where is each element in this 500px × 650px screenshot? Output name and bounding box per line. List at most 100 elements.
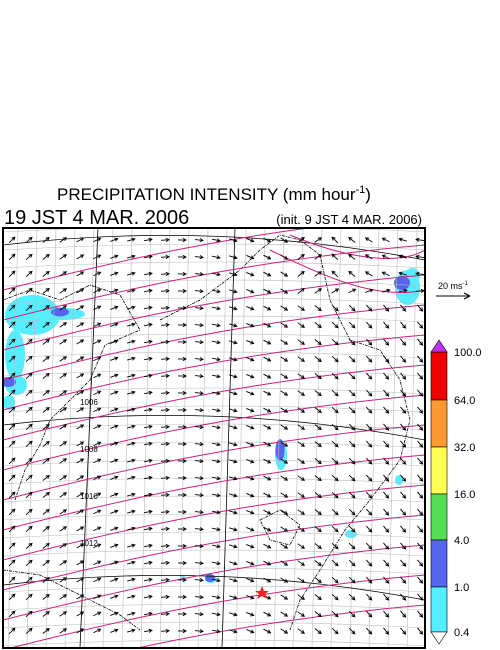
wind-arrow xyxy=(365,593,373,601)
wind-arrow xyxy=(160,390,170,395)
wind-arrow xyxy=(160,237,170,242)
wind-arrow xyxy=(417,304,424,312)
wind-arrow xyxy=(93,611,102,617)
isobar xyxy=(3,514,425,591)
wind-arrow xyxy=(42,440,50,447)
grid-lat xyxy=(3,243,425,251)
wind-arrow xyxy=(93,526,102,532)
wind-arrow xyxy=(177,407,187,413)
precip-heavy xyxy=(394,276,410,290)
wind-arrow xyxy=(280,237,289,243)
wind-arrow xyxy=(93,271,102,277)
wind-arrow xyxy=(297,356,306,362)
wind-arrow xyxy=(383,321,390,329)
grid-lat xyxy=(3,639,425,647)
wind-arrow xyxy=(246,459,255,464)
wind-arrow xyxy=(93,475,102,481)
wind-arrow xyxy=(143,441,153,446)
wind-arrow xyxy=(382,288,391,293)
wind-arrow xyxy=(331,457,339,465)
wind-arrow xyxy=(263,509,272,515)
wind-arrow xyxy=(417,525,424,533)
wind-arrow xyxy=(110,509,119,514)
wind-arrow xyxy=(25,576,33,583)
wind-arrow xyxy=(314,526,322,533)
colorbar-segment xyxy=(430,399,448,448)
wind-arrow xyxy=(160,407,170,412)
wind-arrow xyxy=(110,373,119,378)
wind-arrow xyxy=(365,491,373,499)
wind-arrow xyxy=(59,373,68,379)
wind-arrow xyxy=(331,593,339,601)
wind-arrow xyxy=(110,322,119,327)
wind-arrow xyxy=(280,594,289,600)
wind-arrow xyxy=(143,458,153,463)
wind-arrow xyxy=(177,560,187,566)
wind-arrow xyxy=(400,576,407,584)
wind-arrow xyxy=(263,611,272,617)
wind-arrow xyxy=(331,236,339,244)
wind-arrow xyxy=(143,373,153,378)
wind-arrow xyxy=(229,374,238,379)
wind-arrow xyxy=(25,457,33,464)
wind-arrow xyxy=(280,305,289,311)
wind-arrow xyxy=(211,629,221,634)
wind-arrow xyxy=(280,390,289,396)
wind-arrow xyxy=(229,612,238,617)
wind-arrow xyxy=(348,321,356,329)
wind-arrow xyxy=(93,509,102,515)
wind-arrow xyxy=(365,355,373,363)
coastline xyxy=(259,509,301,546)
wind-arrow xyxy=(229,561,238,566)
wind-arrow xyxy=(194,544,204,549)
wind-arrow xyxy=(211,306,221,311)
wind-arrow xyxy=(160,356,170,361)
isobar xyxy=(3,394,425,471)
wind-arrow xyxy=(194,561,204,566)
wind-arrow xyxy=(8,508,16,516)
wind-arrow xyxy=(229,272,238,277)
wind-arrow xyxy=(365,406,373,414)
isobar-label: 1010 xyxy=(80,492,98,501)
wind-arrow xyxy=(398,254,407,259)
grid-lat xyxy=(3,261,425,269)
wind-arrow xyxy=(110,237,119,242)
wind-arrow xyxy=(415,288,425,293)
wind-arrow xyxy=(160,594,170,599)
wind-arrow xyxy=(246,493,255,498)
wind-arrow xyxy=(331,270,339,278)
wind-arrow xyxy=(280,254,289,260)
precip-area xyxy=(3,395,15,410)
wind-arrow xyxy=(417,389,424,397)
wind-arrow xyxy=(348,508,356,516)
wind-arrow xyxy=(314,339,322,346)
wind-arrow xyxy=(280,424,289,430)
wind-arrow xyxy=(246,629,255,634)
wind-arrow xyxy=(143,577,153,582)
wind-arrow xyxy=(229,459,238,464)
wind-arrow xyxy=(76,475,85,481)
wind-arrow xyxy=(263,322,272,328)
wind-arrow xyxy=(93,390,102,396)
wind-arrow xyxy=(25,338,33,345)
wind-arrow xyxy=(76,356,85,362)
wind-arrow xyxy=(400,491,407,499)
wind-arrow xyxy=(76,237,85,243)
wind-arrow xyxy=(297,577,306,583)
wind-arrow xyxy=(263,390,272,396)
wind-arrow xyxy=(400,321,407,329)
wind-arrow xyxy=(348,423,356,431)
wind-arrow xyxy=(263,492,272,498)
wind-arrow xyxy=(297,492,306,498)
wind-arrow xyxy=(381,271,390,277)
colorbar-bottom xyxy=(430,631,448,645)
wind-arrow xyxy=(246,561,255,566)
wind-arrow xyxy=(76,509,85,515)
wind-arrow xyxy=(229,629,238,634)
wind-arrow xyxy=(25,270,33,277)
wind-arrow xyxy=(8,542,16,550)
wind-arrow xyxy=(42,576,50,583)
wind-arrow xyxy=(417,423,424,431)
wind-arrow xyxy=(229,391,238,396)
wind-arrow xyxy=(229,425,238,430)
